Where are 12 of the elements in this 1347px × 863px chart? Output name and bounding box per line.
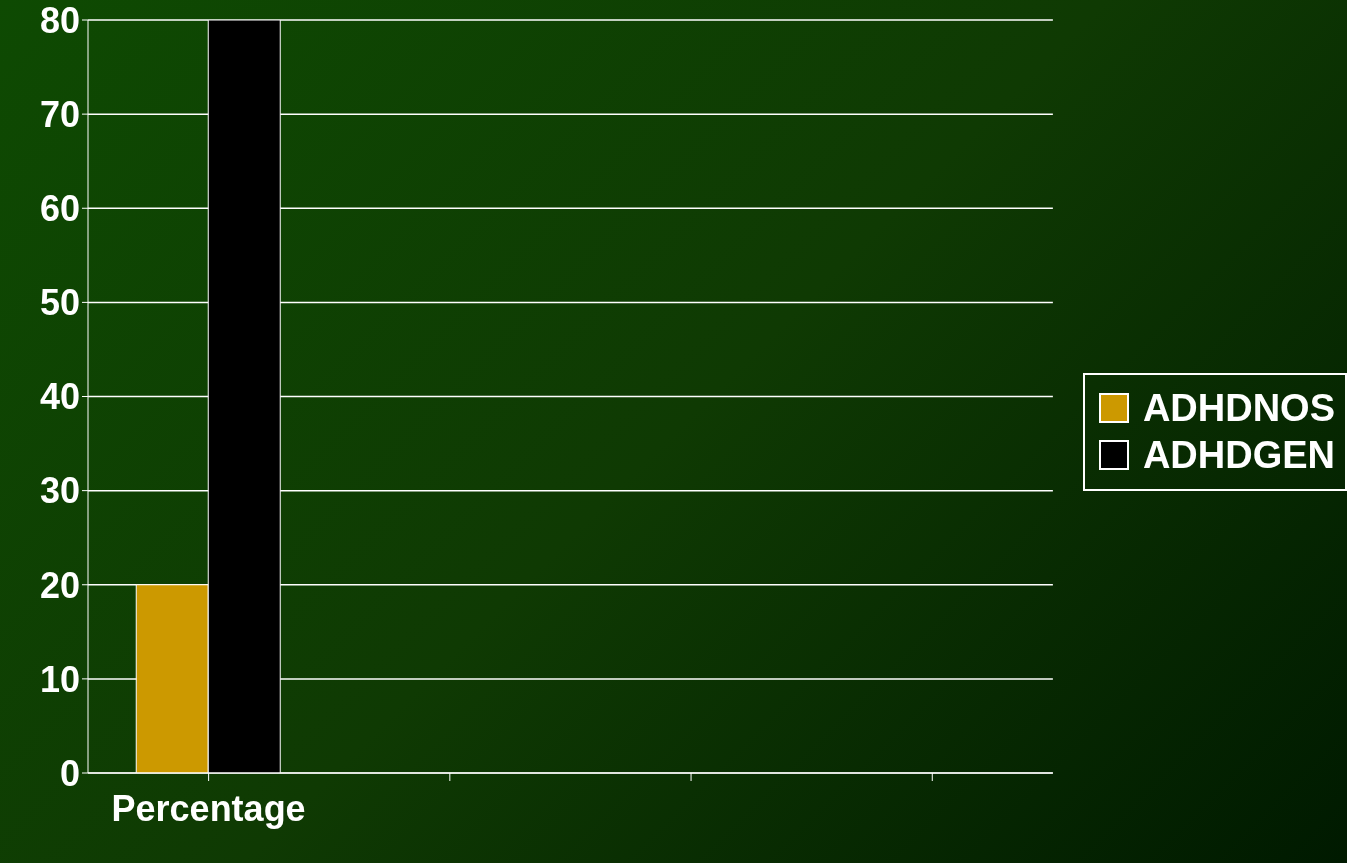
y-tick-label: 20 — [39, 564, 80, 606]
legend-label: ADHDGEN — [1142, 433, 1335, 477]
y-tick-label: 30 — [39, 470, 80, 512]
legend-label: ADHDNOS — [1142, 386, 1335, 430]
y-tick-label: 60 — [39, 188, 80, 230]
y-tick-label: 40 — [39, 376, 80, 418]
y-tick-label: 10 — [39, 658, 80, 700]
y-tick-label: 80 — [39, 0, 80, 41]
x-tick-label: Percentage — [111, 787, 306, 829]
y-tick-label: 70 — [39, 93, 80, 135]
y-tick-label: 50 — [39, 282, 80, 324]
y-tick-label: 0 — [59, 752, 80, 794]
